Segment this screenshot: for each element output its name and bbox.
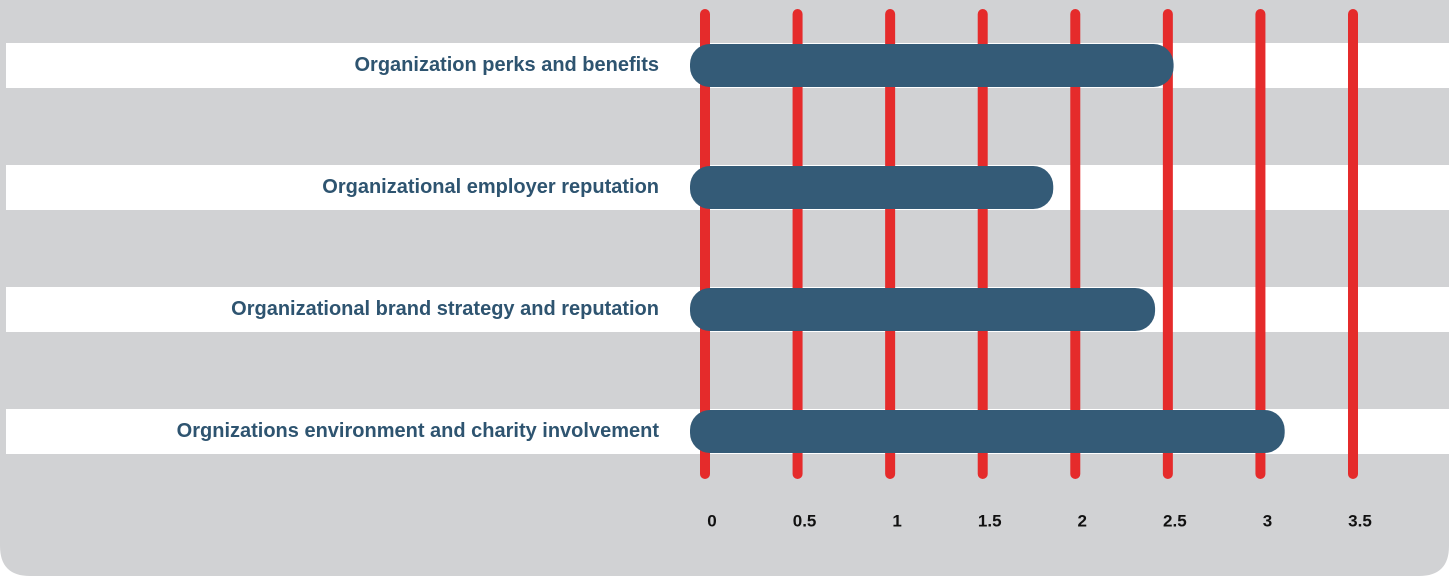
x-tick-label: 1 [892,511,901,530]
bar [690,44,1174,87]
bar [690,410,1285,453]
bar [690,166,1054,209]
x-tick-label: 0 [707,511,716,530]
category-label: Organizational brand strategy and reputa… [231,298,659,320]
x-tick-label: 2 [1078,511,1087,530]
bar [690,288,1156,331]
x-tick-label: 0.5 [793,511,817,530]
category-label: Orgnizations environment and charity inv… [177,420,660,442]
x-tick-label: 3 [1263,511,1272,530]
x-tick-label: 2.5 [1163,511,1187,530]
category-label: Organizational employer reputation [322,176,659,198]
category-label: Organization perks and benefits [354,54,659,76]
x-tick-label: 1.5 [978,511,1002,530]
x-tick-label: 3.5 [1348,511,1372,530]
